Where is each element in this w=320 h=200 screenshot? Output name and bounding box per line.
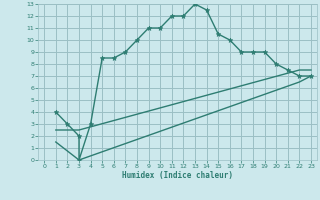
X-axis label: Humidex (Indice chaleur): Humidex (Indice chaleur) bbox=[122, 171, 233, 180]
